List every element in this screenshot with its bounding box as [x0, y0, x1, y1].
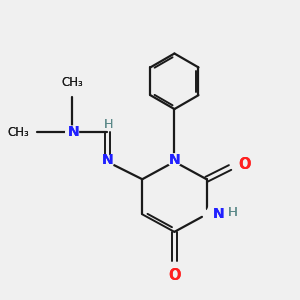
Text: O: O	[238, 157, 250, 172]
Text: N: N	[68, 125, 80, 140]
Text: N: N	[68, 125, 80, 140]
Text: N: N	[169, 153, 180, 167]
Text: H: H	[228, 206, 238, 219]
Circle shape	[101, 155, 114, 168]
Text: H: H	[228, 206, 238, 219]
Circle shape	[66, 126, 79, 139]
Text: CH₃: CH₃	[61, 76, 83, 89]
Text: O: O	[168, 268, 181, 283]
Text: CH₃: CH₃	[61, 76, 83, 89]
Text: H: H	[104, 118, 113, 131]
Text: O: O	[238, 157, 250, 172]
Text: N: N	[213, 207, 225, 221]
Text: N: N	[169, 153, 180, 167]
Circle shape	[167, 268, 182, 282]
Text: O: O	[168, 268, 181, 283]
Text: N: N	[101, 153, 113, 167]
Text: N: N	[101, 153, 113, 167]
Circle shape	[207, 202, 230, 224]
Text: N: N	[213, 207, 225, 221]
Text: CH₃: CH₃	[7, 126, 29, 139]
Circle shape	[102, 119, 112, 130]
Text: CH₃: CH₃	[7, 126, 29, 139]
Text: H: H	[104, 118, 113, 131]
Circle shape	[168, 154, 181, 167]
Circle shape	[237, 158, 251, 172]
